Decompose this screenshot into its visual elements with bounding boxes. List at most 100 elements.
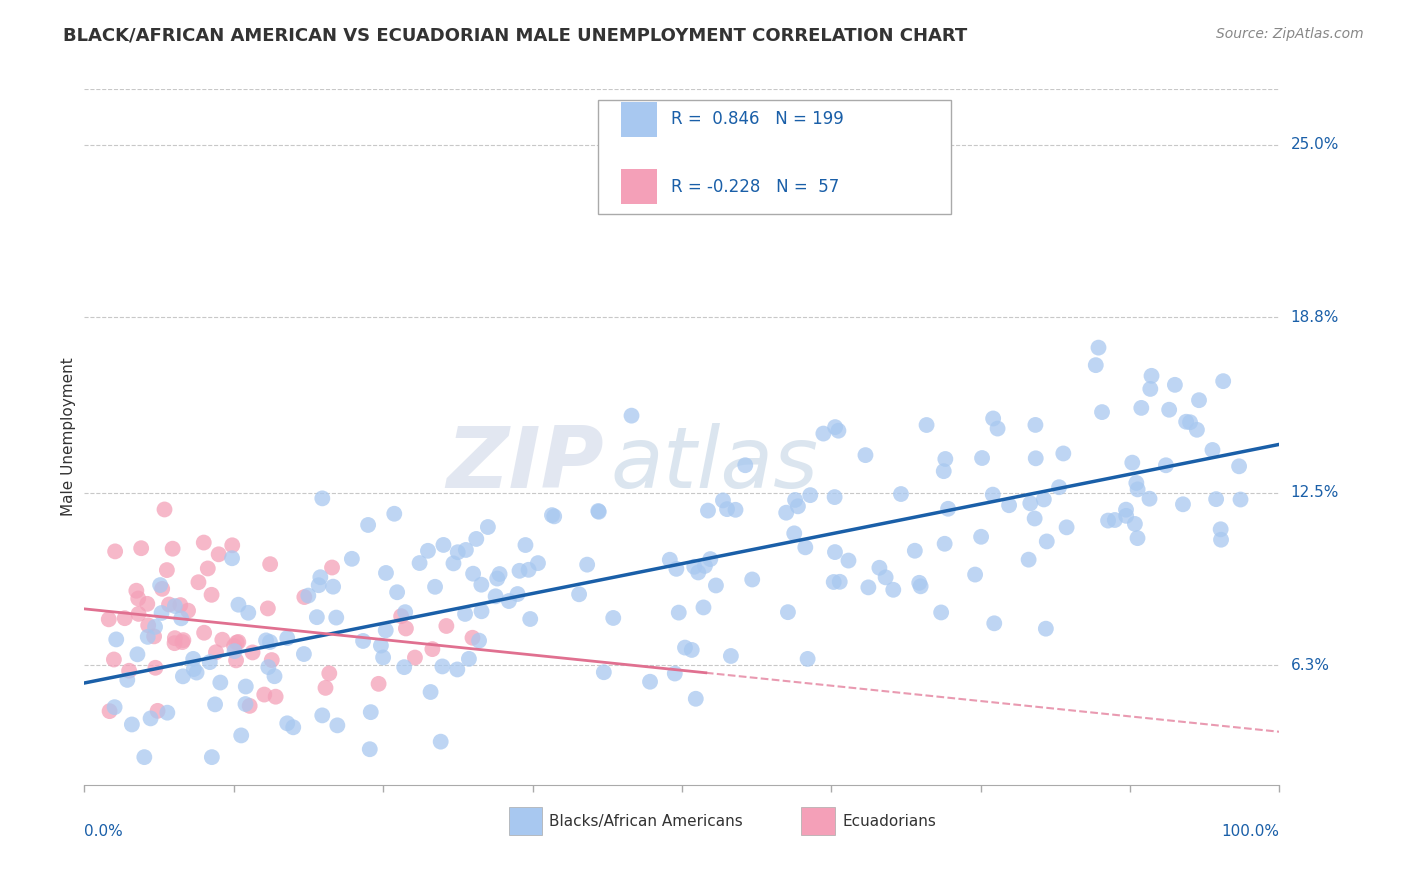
Point xyxy=(311,491,333,506)
Point xyxy=(340,551,363,566)
Point xyxy=(673,640,696,655)
Point xyxy=(858,580,880,594)
Point xyxy=(890,487,912,501)
Point xyxy=(221,538,243,552)
Text: 18.8%: 18.8% xyxy=(1291,310,1339,325)
Point xyxy=(276,716,298,731)
Point xyxy=(775,506,797,520)
Point xyxy=(704,578,727,592)
Point xyxy=(477,520,499,534)
Point xyxy=(157,598,180,612)
Point xyxy=(488,567,510,582)
Point xyxy=(309,570,332,584)
Point xyxy=(134,750,156,764)
Point xyxy=(981,411,1004,425)
Point xyxy=(855,448,877,462)
Point xyxy=(1036,534,1059,549)
Point xyxy=(934,452,956,467)
Point xyxy=(235,680,257,694)
Point xyxy=(1091,405,1114,419)
Point xyxy=(711,493,734,508)
Point xyxy=(257,601,280,615)
Point xyxy=(904,543,927,558)
Point xyxy=(103,652,125,666)
Text: R =  0.846   N = 199: R = 0.846 N = 199 xyxy=(671,110,844,128)
Point xyxy=(981,488,1004,502)
Point xyxy=(385,585,408,599)
Point xyxy=(170,611,193,625)
Point xyxy=(264,690,287,704)
Point xyxy=(932,464,955,478)
Point xyxy=(824,545,846,559)
Point xyxy=(498,594,520,608)
Point xyxy=(1052,446,1074,460)
Point xyxy=(638,674,661,689)
Point xyxy=(209,675,232,690)
Point xyxy=(374,624,396,638)
Point xyxy=(259,635,281,649)
Point xyxy=(519,612,541,626)
Point xyxy=(432,659,454,673)
Point xyxy=(104,544,127,558)
Point xyxy=(153,502,176,516)
Point xyxy=(193,535,215,549)
Text: BLACK/AFRICAN AMERICAN VS ECUADORIAN MALE UNEMPLOYMENT CORRELATION CHART: BLACK/AFRICAN AMERICAN VS ECUADORIAN MAL… xyxy=(63,27,967,45)
Point xyxy=(1115,502,1137,516)
Point xyxy=(908,575,931,590)
Point xyxy=(576,558,599,572)
Point xyxy=(1229,492,1251,507)
Point xyxy=(305,610,328,624)
Point xyxy=(454,607,477,621)
Point xyxy=(419,685,441,699)
Text: 100.0%: 100.0% xyxy=(1222,824,1279,838)
Point xyxy=(187,575,209,590)
Point xyxy=(1087,341,1109,355)
Point xyxy=(799,488,821,502)
Point xyxy=(716,502,738,516)
Point xyxy=(936,501,959,516)
Point xyxy=(543,509,565,524)
Point xyxy=(1047,480,1070,494)
Point xyxy=(125,583,148,598)
Point xyxy=(970,530,993,544)
Point xyxy=(458,652,481,666)
Point xyxy=(172,633,194,648)
Point xyxy=(1130,401,1153,415)
Point xyxy=(1227,459,1250,474)
Point xyxy=(370,639,392,653)
Point xyxy=(150,606,173,620)
Point xyxy=(172,669,194,683)
Point xyxy=(515,538,537,552)
Point xyxy=(470,577,492,591)
Point xyxy=(434,619,457,633)
Point xyxy=(837,553,859,567)
Point xyxy=(1104,513,1126,527)
Point xyxy=(382,507,405,521)
Point xyxy=(156,706,179,720)
Point xyxy=(177,604,200,618)
Point xyxy=(225,635,247,649)
Point xyxy=(224,644,246,658)
Point xyxy=(568,587,591,601)
Point xyxy=(235,697,257,711)
Point xyxy=(987,421,1010,435)
Point xyxy=(785,492,807,507)
Point xyxy=(311,708,333,723)
Point xyxy=(118,664,141,678)
Point xyxy=(1084,358,1107,372)
Point xyxy=(796,652,818,666)
Point xyxy=(1025,451,1047,466)
Point xyxy=(315,681,337,695)
Point xyxy=(143,629,166,643)
Point xyxy=(720,648,742,663)
Point xyxy=(983,616,1005,631)
Point xyxy=(292,590,315,604)
Text: 6.3%: 6.3% xyxy=(1291,657,1330,673)
Point xyxy=(197,561,219,575)
Point xyxy=(181,652,204,666)
Point xyxy=(121,717,143,731)
Point xyxy=(297,589,319,603)
Point xyxy=(193,625,215,640)
Text: atlas: atlas xyxy=(610,424,818,507)
Point xyxy=(136,597,159,611)
